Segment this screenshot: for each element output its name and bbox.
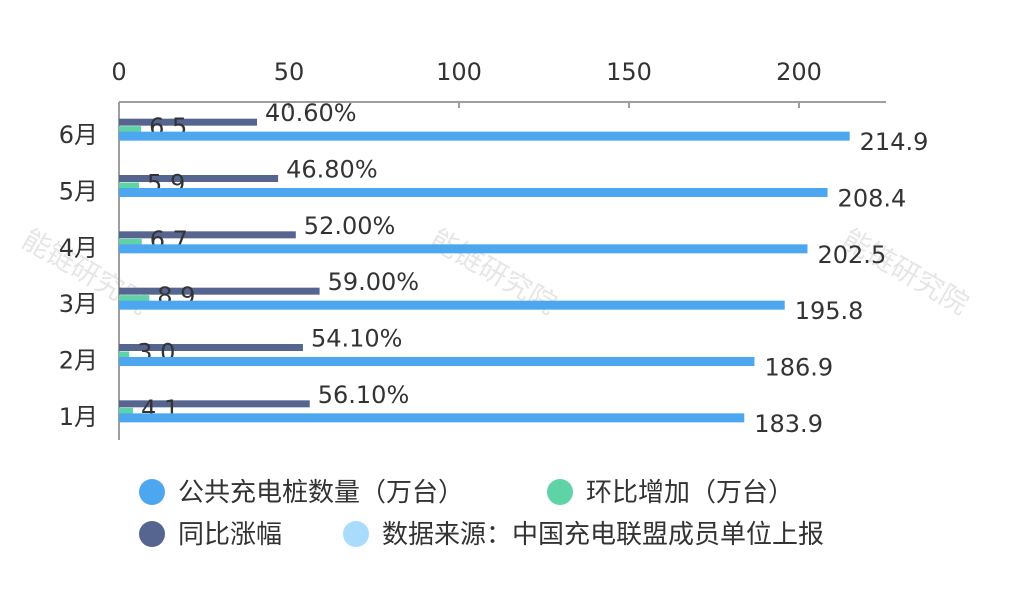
- x-tick-label: 200: [776, 58, 822, 86]
- yoy-change-bar: [119, 231, 296, 239]
- legend-label: 数据来源：中国充电联盟成员单位上报: [382, 520, 824, 550]
- mom-increase-bar: [119, 351, 130, 358]
- x-axis-ticks: 0 50 100 150 200: [111, 58, 822, 108]
- category-label: 4月: [59, 234, 98, 262]
- category-label: 2月: [59, 347, 98, 375]
- yoy-change-bar: [119, 287, 320, 295]
- yoy-change-bar: [119, 400, 310, 408]
- legend-marker: [343, 521, 369, 547]
- public-chargers-label: 202.5: [818, 241, 887, 269]
- public-chargers-bar: [119, 300, 785, 310]
- public-chargers-bar: [119, 244, 808, 254]
- public-chargers-label: 186.9: [764, 354, 833, 382]
- x-tick-label: 50: [274, 58, 305, 86]
- legend-marker: [547, 479, 573, 505]
- x-tick-label: 0: [111, 58, 126, 86]
- mom-increase-bar: [119, 407, 133, 414]
- public-chargers-label: 195.8: [795, 297, 864, 325]
- category-label: 5月: [59, 178, 98, 206]
- legend-marker: [139, 479, 165, 505]
- category-label: 6月: [59, 121, 98, 149]
- mom-increase-bar: [119, 182, 140, 189]
- yoy-change-label: 56.10%: [318, 381, 410, 409]
- public-chargers-bar: [119, 188, 828, 197]
- public-chargers-bar: [119, 357, 755, 366]
- public-chargers-label: 208.4: [838, 185, 907, 213]
- public-chargers-bar: [119, 413, 745, 423]
- mom-increase-bar: [119, 238, 142, 245]
- bars: 1月56.10%4.1183.92月54.10%3.0186.93月59.00%…: [59, 99, 929, 438]
- category-label: 3月: [59, 290, 98, 318]
- public-chargers-label: 214.9: [860, 128, 929, 156]
- yoy-change-label: 54.10%: [311, 325, 403, 353]
- legend-marker: [139, 521, 165, 547]
- legend-label: 同比涨幅: [178, 520, 282, 550]
- legend-label: 环比增加（万台）: [586, 478, 794, 508]
- yoy-change-label: 52.00%: [304, 212, 396, 240]
- yoy-change-bar: [119, 344, 303, 351]
- yoy-change-bar: [119, 118, 258, 126]
- public-chargers-label: 183.9: [754, 410, 823, 438]
- yoy-change-label: 46.80%: [286, 156, 378, 184]
- x-tick-label: 100: [436, 58, 482, 86]
- yoy-change-label: 59.00%: [328, 268, 420, 296]
- legend-label: 公共充电桩数量（万台）: [178, 478, 464, 508]
- public-chargers-bar: [119, 131, 850, 141]
- yoy-change-bar: [119, 175, 279, 182]
- mom-increase-bar: [119, 126, 142, 133]
- yoy-change-label: 40.60%: [265, 99, 357, 127]
- mom-increase-bar: [119, 295, 150, 302]
- legend: 公共充电桩数量（万台） 环比增加（万台） 同比涨幅 数据来源：中国充电联盟成员单位上报: [139, 478, 824, 550]
- category-label: 1月: [59, 403, 98, 431]
- x-tick-label: 150: [606, 58, 652, 86]
